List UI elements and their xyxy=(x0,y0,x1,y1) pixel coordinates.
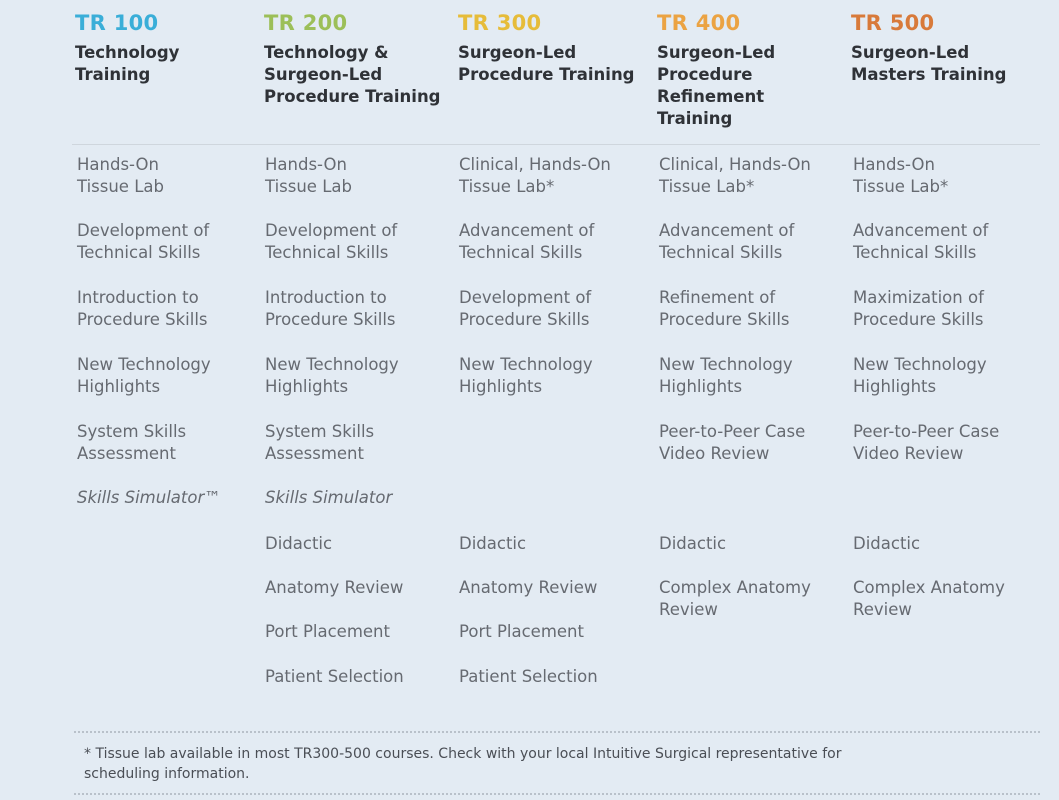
list-item: Clinical, Hands-On Tissue Lab* xyxy=(659,155,811,196)
list-item: New Technology Highlights xyxy=(77,355,211,396)
list-item: Complex Anatomy Review xyxy=(853,578,1005,619)
list-item: Hands-On Tissue Lab xyxy=(77,155,164,196)
list-item: Skills Simulator xyxy=(265,488,393,507)
list-item: Maximization of Procedure Skills xyxy=(853,288,984,329)
list-item: Hands-On Tissue Lab* xyxy=(853,155,949,196)
course-code: TR 100 xyxy=(75,11,159,35)
list-item: System Skills Assessment xyxy=(77,422,187,463)
list-item: Anatomy Review xyxy=(459,578,598,597)
list-item: Advancement of Technical Skills xyxy=(459,221,595,262)
course-title: Surgeon-Led Procedure Refinement Trainin… xyxy=(657,43,776,128)
header-divider xyxy=(72,144,1040,145)
column-header-tr200: TR 200 Technology & Surgeon-Led Procedur… xyxy=(264,10,454,108)
list-item: Introduction to Procedure Skills xyxy=(77,288,208,329)
column-header-tr100: TR 100 Technology Training xyxy=(75,10,260,86)
list-item: Refinement of Procedure Skills xyxy=(659,288,790,329)
list-item: New Technology Highlights xyxy=(459,355,593,396)
list-item: Didactic xyxy=(459,534,527,553)
list-item: Skills Simulator™ xyxy=(77,488,221,507)
course-title: Surgeon-Led Masters Training xyxy=(851,43,1007,84)
list-item: Port Placement xyxy=(459,622,584,641)
list-item: Patient Selection xyxy=(459,667,598,686)
list-item: Advancement of Technical Skills xyxy=(853,221,989,262)
list-item: Clinical, Hands-On Tissue Lab* xyxy=(459,155,611,196)
list-item: Didactic xyxy=(853,534,921,553)
list-item: Port Placement xyxy=(265,622,390,641)
column-header-tr400: TR 400 Surgeon-Led Procedure Refinement … xyxy=(657,10,847,130)
footnote-divider-top xyxy=(74,731,1040,733)
course-title: Technology Training xyxy=(75,43,180,84)
course-code: TR 300 xyxy=(458,11,542,35)
list-item: New Technology Highlights xyxy=(265,355,399,396)
list-item: Complex Anatomy Review xyxy=(659,578,811,619)
list-item: Didactic xyxy=(265,534,333,553)
course-title: Surgeon-Led Procedure Training xyxy=(458,43,635,84)
list-item: Peer-to-Peer Case Video Review xyxy=(659,422,806,463)
list-item: Development of Technical Skills xyxy=(265,221,398,262)
course-title: Technology & Surgeon-Led Procedure Train… xyxy=(264,43,441,106)
list-item: System Skills Assessment xyxy=(265,422,375,463)
footnote-divider-bottom xyxy=(74,793,1040,795)
column-header-tr300: TR 300 Surgeon-Led Procedure Training xyxy=(458,10,653,86)
list-item: Development of Technical Skills xyxy=(77,221,210,262)
footnote: * Tissue lab available in most TR300-500… xyxy=(84,746,842,782)
list-item: Didactic xyxy=(659,534,727,553)
list-item: New Technology Highlights xyxy=(659,355,793,396)
list-item: Development of Procedure Skills xyxy=(459,288,592,329)
list-item: Peer-to-Peer Case Video Review xyxy=(853,422,1000,463)
course-code: TR 500 xyxy=(851,11,935,35)
list-item: New Technology Highlights xyxy=(853,355,987,396)
list-item: Advancement of Technical Skills xyxy=(659,221,795,262)
list-item: Patient Selection xyxy=(265,667,404,686)
course-code: TR 400 xyxy=(657,11,741,35)
list-item: Anatomy Review xyxy=(265,578,404,597)
list-item: Introduction to Procedure Skills xyxy=(265,288,396,329)
course-code: TR 200 xyxy=(264,11,348,35)
list-item: Hands-On Tissue Lab xyxy=(265,155,352,196)
column-header-tr500: TR 500 Surgeon-Led Masters Training xyxy=(851,10,1051,86)
